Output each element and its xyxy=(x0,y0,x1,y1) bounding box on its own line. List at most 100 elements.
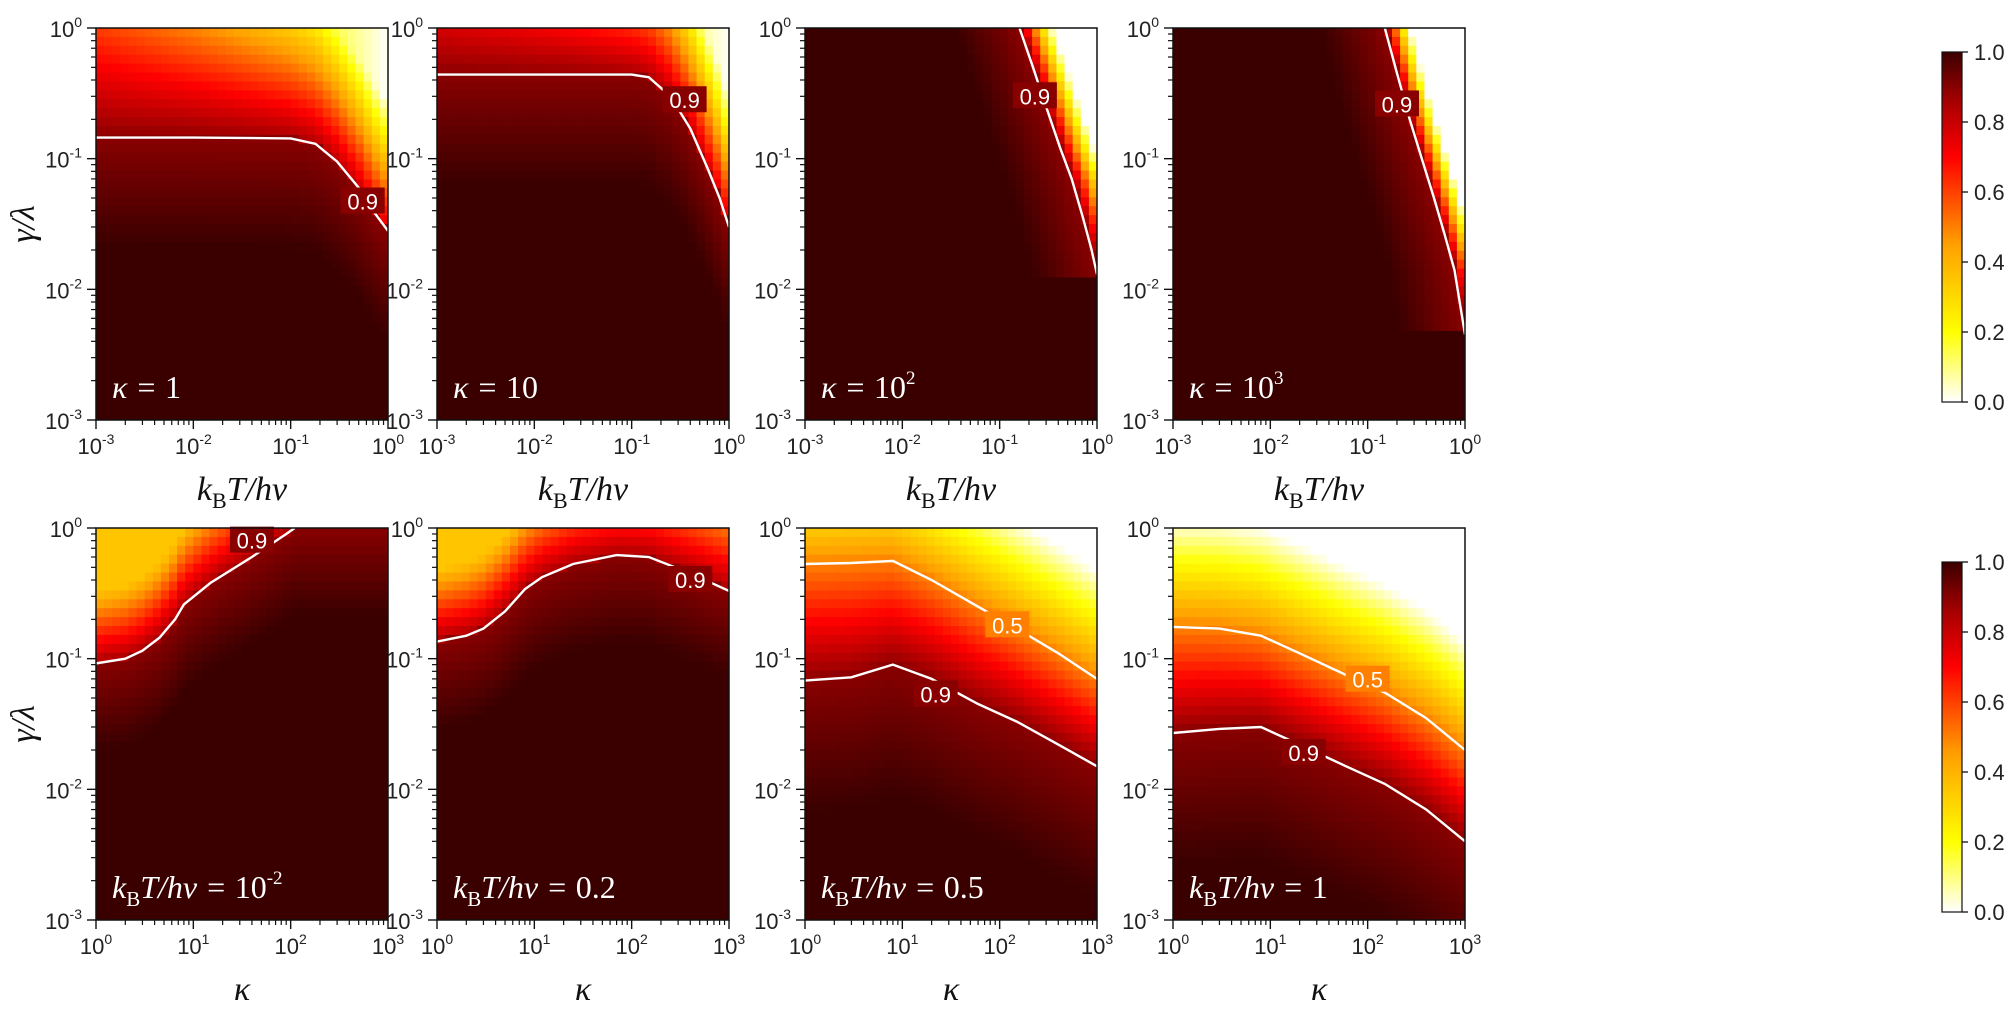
heatmap-cell xyxy=(615,117,625,127)
heatmap-cell xyxy=(583,393,592,403)
heatmap-cell xyxy=(845,259,855,270)
heatmap-cell xyxy=(910,259,920,270)
heatmap-cell xyxy=(599,348,608,359)
heatmap-cell xyxy=(1088,126,1097,136)
heatmap-cell xyxy=(306,197,316,207)
heatmap-cell xyxy=(615,90,625,100)
heatmap-cell xyxy=(112,197,121,207)
heatmap-cell xyxy=(720,143,729,154)
heatmap-cell xyxy=(347,72,357,83)
heatmap-cell xyxy=(631,259,641,270)
heatmap-cell xyxy=(680,117,690,127)
heatmap-cell xyxy=(550,232,560,243)
heatmap-cell xyxy=(1015,143,1025,154)
heatmap-cell xyxy=(274,268,284,279)
heatmap-cell xyxy=(647,108,657,118)
heatmap-cell xyxy=(1088,152,1097,163)
heatmap-cell xyxy=(501,90,511,100)
heatmap-cell xyxy=(169,268,178,279)
heatmap-cell xyxy=(878,330,887,341)
heatmap-cell xyxy=(469,411,479,420)
heatmap-cell xyxy=(258,304,267,314)
heatmap-cell xyxy=(599,322,608,332)
heatmap-cell xyxy=(991,259,1001,270)
heatmap-cell xyxy=(315,304,324,314)
heatmap-cell xyxy=(1040,295,1049,305)
heatmap-cell xyxy=(242,117,251,127)
heatmap-cell xyxy=(233,339,243,350)
heatmap-cell xyxy=(951,313,960,323)
heatmap-cell xyxy=(878,63,887,74)
heatmap-cell xyxy=(1015,313,1025,323)
heatmap-cell xyxy=(712,357,722,368)
heatmap-cell xyxy=(1088,179,1097,189)
contour-label-bg xyxy=(662,86,707,113)
heatmap-cell xyxy=(1088,54,1097,65)
heatmap-cell xyxy=(1088,206,1097,216)
heatmap-cell xyxy=(591,286,600,296)
heatmap-cell xyxy=(991,54,1001,65)
heatmap-cell xyxy=(837,161,847,172)
heatmap-cell xyxy=(526,277,535,287)
heatmap-cell xyxy=(704,72,714,83)
heatmap-cell xyxy=(282,402,292,412)
heatmap-cell xyxy=(518,206,527,216)
heatmap-cell xyxy=(861,384,871,394)
heatmap-cell xyxy=(918,241,928,252)
heatmap-cell xyxy=(469,250,479,261)
heatmap-cell xyxy=(217,81,227,91)
heatmap-cell xyxy=(160,197,170,207)
heatmap-cell xyxy=(120,250,130,261)
heatmap-cell xyxy=(967,348,976,359)
heatmap-cell xyxy=(379,90,388,100)
heatmap-cell xyxy=(837,170,847,181)
heatmap-cell xyxy=(290,117,300,127)
heatmap-cell xyxy=(934,170,944,181)
heatmap-cell xyxy=(704,99,714,109)
heatmap-cell xyxy=(266,277,276,287)
heatmap-cell xyxy=(902,304,912,314)
heatmap-cell xyxy=(266,241,276,252)
heatmap-cell xyxy=(1173,161,1182,172)
heatmap-cell xyxy=(534,90,544,100)
heatmap-cell xyxy=(250,170,259,181)
heatmap-cell xyxy=(104,28,113,38)
heatmap-cell xyxy=(999,108,1009,118)
heatmap-cell xyxy=(201,188,211,198)
heatmap-cell xyxy=(201,179,211,189)
heatmap-cell xyxy=(185,143,194,154)
heatmap-cell xyxy=(631,348,641,359)
heatmap-cell xyxy=(96,28,105,38)
heatmap-cell xyxy=(518,339,527,350)
heatmap-cell xyxy=(120,268,130,279)
heatmap-cell xyxy=(720,81,729,91)
heatmap-cell xyxy=(510,339,519,350)
heatmap-cell xyxy=(477,28,487,38)
heatmap-cell xyxy=(656,206,665,216)
heatmap-cell xyxy=(177,126,186,136)
heatmap-cell xyxy=(104,304,113,314)
heatmap-cell xyxy=(861,322,871,332)
heatmap-cell xyxy=(437,161,446,172)
heatmap-cell xyxy=(558,36,568,47)
heatmap-cell xyxy=(128,411,138,420)
heatmap-cell xyxy=(298,393,308,403)
heatmap-cell xyxy=(599,241,608,252)
heatmap-cell xyxy=(242,295,251,305)
heatmap-cell xyxy=(136,259,146,270)
heatmap-cell xyxy=(975,81,985,91)
heatmap-cell xyxy=(96,215,105,225)
heatmap-cell xyxy=(120,108,130,118)
heatmap-cell xyxy=(918,99,928,109)
heatmap-cell xyxy=(534,384,544,394)
heatmap-cell xyxy=(501,357,511,368)
heatmap-cell xyxy=(453,224,462,234)
heatmap-cell xyxy=(886,117,895,127)
heatmap-cell xyxy=(209,295,219,305)
heatmap-cell xyxy=(566,108,576,118)
heatmap-cell xyxy=(942,108,952,118)
heatmap-cell xyxy=(902,179,912,189)
heatmap-cell xyxy=(861,313,871,323)
heatmap-cell xyxy=(607,179,617,189)
heatmap-cell xyxy=(112,232,121,243)
